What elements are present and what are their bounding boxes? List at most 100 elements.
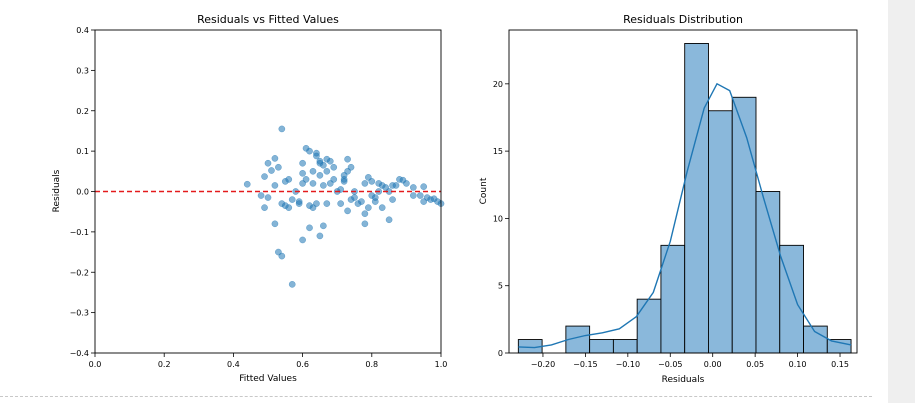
x-tick-label: −0.15	[573, 360, 598, 369]
cell-separator	[0, 396, 872, 398]
scatter-point	[368, 178, 376, 185]
histogram-chart: Residuals Distribution −0.20 −0.15 −0.10 −0…	[479, 13, 858, 385]
y-tick-label: 0	[498, 349, 503, 358]
scatter-point	[347, 163, 355, 171]
chart-title: Residuals vs Fitted Values	[197, 13, 339, 26]
figure: Residuals vs Fitted Values 0.0 0.2 0.4 0.6 0…	[0, 13, 872, 398]
chart-title: Residuals Distribution	[623, 13, 743, 26]
scatter-point	[340, 176, 348, 183]
scatter-point	[285, 176, 293, 183]
x-tick-label: −0.20	[531, 360, 556, 369]
scatter-point	[278, 125, 286, 133]
x-tick-label: −0.10	[616, 360, 641, 369]
x-tick-label: 0.0	[89, 360, 102, 369]
scatter-point	[275, 163, 282, 171]
scatter-point	[264, 159, 272, 167]
plot-frame	[94, 29, 442, 354]
scatter-point	[309, 167, 317, 175]
scatter-point	[344, 155, 351, 163]
scatter-point	[403, 180, 410, 187]
scatter-point	[392, 182, 400, 189]
scatter-point	[299, 169, 306, 177]
histogram-bar	[636, 298, 662, 354]
scatter-point	[309, 180, 317, 187]
x-tick-label: 0.4	[227, 360, 240, 369]
scatter-point	[264, 194, 272, 201]
scatter-point	[323, 167, 331, 175]
charts-canvas: Residuals vs Fitted Values 0.0 0.2 0.4 0.6 0…	[52, 13, 858, 385]
scatter-point	[320, 222, 327, 230]
y-axis-label: Residuals	[52, 169, 62, 212]
scatter-point	[320, 182, 327, 189]
histogram-bar	[826, 339, 852, 354]
scatter-point	[295, 200, 303, 207]
scatter-point	[320, 161, 327, 169]
scatter-point	[313, 200, 320, 207]
scatter-point	[351, 194, 358, 201]
scatter-point	[302, 176, 310, 183]
kde-curve	[518, 82, 852, 349]
scatter-point	[389, 196, 396, 203]
y-tick-label: −0.1	[70, 228, 89, 237]
scatter-point	[271, 182, 279, 189]
scatter-point	[358, 198, 365, 205]
scatter-point	[416, 192, 424, 199]
scatter-point	[299, 236, 306, 244]
scatter-point	[306, 224, 313, 232]
x-axis-label: Residuals	[662, 375, 705, 385]
scatter-point	[420, 183, 428, 191]
scatter-point	[306, 147, 313, 155]
scatter-point	[313, 152, 320, 160]
histogram-bar	[684, 43, 709, 354]
x-tick-label: 0.05	[746, 360, 764, 369]
scatter-point	[278, 252, 286, 260]
histogram-bar	[803, 325, 828, 354]
scatter-point	[271, 220, 279, 228]
y-tick-label: −0.3	[70, 309, 89, 318]
x-tick-label: 0.00	[704, 360, 722, 369]
scatter-point	[261, 173, 268, 180]
scatter-point	[378, 204, 386, 211]
scatter-point	[385, 216, 393, 224]
scatter-point	[299, 159, 306, 167]
x-axis-label: Fitted Values	[239, 374, 297, 384]
y-tick-label: 0.4	[76, 26, 89, 35]
histogram-bar	[731, 96, 757, 354]
scatter-point	[285, 204, 293, 211]
scatter-point	[371, 194, 379, 201]
scatter-point	[361, 210, 369, 218]
y-tick-label: −0.4	[70, 349, 89, 358]
y-axis-label: Count	[479, 177, 489, 204]
scrollbar-bar[interactable]	[888, 0, 915, 403]
histogram-bar	[612, 339, 638, 354]
x-tick-label: 0.2	[158, 360, 171, 369]
x-tick-label: 0.10	[789, 360, 807, 369]
y-tick-label: 0.2	[76, 107, 89, 116]
x-tick-label: 0.15	[831, 360, 849, 369]
scatter-point	[330, 176, 338, 183]
scatter-chart: Residuals vs Fitted Values 0.0 0.2 0.4 0.6 0…	[52, 13, 447, 384]
scatter-point	[330, 163, 338, 171]
y-tick-label: 20	[493, 80, 503, 89]
scatter-point	[243, 180, 251, 188]
scatter-point	[261, 204, 268, 211]
scrollbar-track[interactable]	[872, 0, 915, 403]
histogram-bar	[779, 244, 804, 354]
histogram-bar	[589, 339, 614, 354]
scatter-point	[364, 204, 372, 211]
histogram-bar	[660, 244, 686, 354]
x-tick-label: 1.0	[435, 360, 448, 369]
scatter-point	[326, 157, 334, 165]
plot-frame	[508, 29, 858, 354]
scatter-point	[268, 167, 275, 174]
y-tick-label: 0.3	[76, 66, 89, 75]
scatter-point	[316, 232, 324, 240]
y-tick-label: −0.2	[70, 268, 89, 277]
histogram-bar	[708, 110, 733, 354]
scatter-point	[257, 192, 265, 199]
scatter-point	[288, 196, 296, 203]
histogram-bar	[755, 191, 781, 354]
y-tick-label: 0.0	[76, 188, 89, 197]
scatter-point	[337, 200, 345, 207]
x-tick-label: 0.8	[365, 360, 378, 369]
